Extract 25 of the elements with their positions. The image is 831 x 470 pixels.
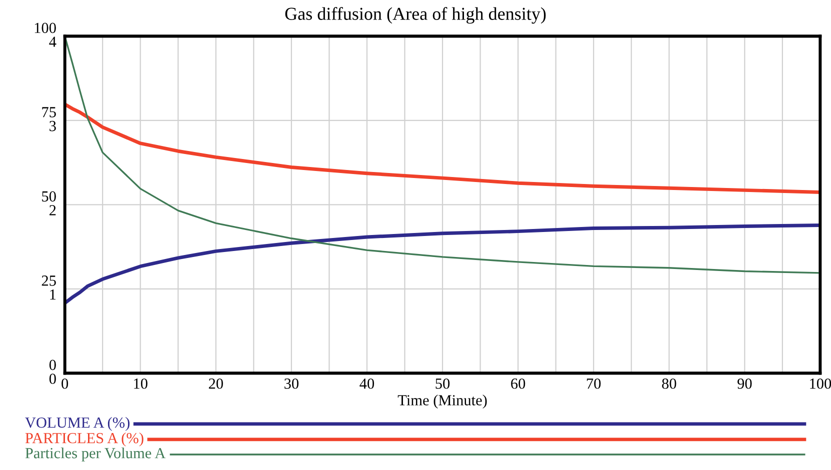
- x-tick-label: 90: [738, 378, 752, 389]
- y-tick-label: 25: [42, 276, 56, 286]
- x-tick-label: 0: [62, 378, 68, 389]
- x-tick-label: 60: [511, 378, 526, 389]
- y2-tick-label: 3: [50, 120, 56, 132]
- x-tick-label: 80: [662, 378, 676, 389]
- x-tick-label: 70: [586, 378, 601, 389]
- x-tick-label: 100: [810, 378, 831, 389]
- y-tick-label: 50: [42, 191, 56, 202]
- y2-tick-label: 1: [50, 289, 56, 300]
- y2-tick-label: 4: [49, 36, 56, 47]
- x-tick-label: 30: [284, 378, 298, 389]
- x-tick-label: 20: [208, 378, 223, 389]
- y-tick-label: 0: [49, 360, 56, 370]
- x-tick-label: 50: [436, 378, 450, 389]
- text: VOLUME A (%): [25, 417, 130, 431]
- y-tick-label: 75: [42, 107, 56, 118]
- chart-title: Gas diffusion (Area of high density): [285, 7, 546, 24]
- x-tick-label: 40: [360, 378, 374, 389]
- text: PARTICLES A (%): [25, 432, 144, 446]
- text: Particles per Volume A: [25, 448, 166, 462]
- y-tick-label: 100: [34, 22, 56, 34]
- y2-tick-label: 2: [50, 205, 56, 216]
- x-axis-title: Time (Minute): [398, 394, 487, 409]
- x-tick-label: 10: [134, 378, 148, 389]
